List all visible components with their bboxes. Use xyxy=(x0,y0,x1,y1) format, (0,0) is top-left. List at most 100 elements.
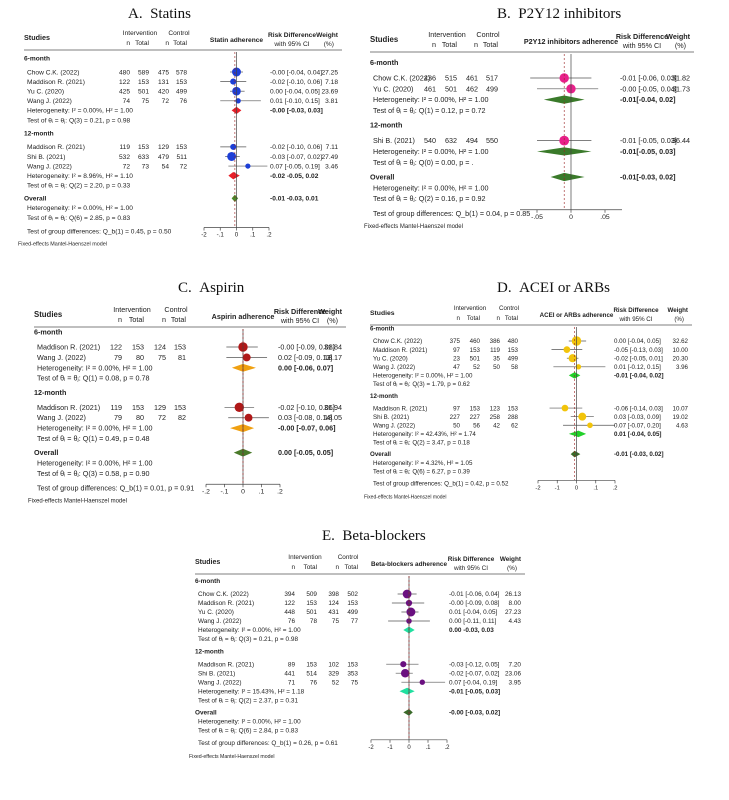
study-weight: 3.81 xyxy=(325,98,338,105)
header-studies: Studies xyxy=(370,310,395,317)
study-weight: 7.11 xyxy=(326,144,339,151)
study-n-intervention: 480 xyxy=(119,69,130,76)
panel-a-letter: A. xyxy=(128,6,143,22)
study-ci-text: -0.02 [-0.10, 0.06] xyxy=(270,79,322,86)
header-ci: with 95% CI xyxy=(622,41,661,50)
panel-c-name: Aspirin xyxy=(199,280,245,296)
group-difference-test: Test of group differences: Q_b(1) = 0.04… xyxy=(373,209,530,218)
subgroup-test: Test of θᵢ = θⱼ: Q(3) = 0.21, p = 0.98 xyxy=(198,636,298,643)
study-n-intervention: 122 xyxy=(119,79,130,86)
study-n-intervention: 532 xyxy=(119,154,130,161)
subgroup-test: Test of θᵢ = θⱼ: Q(3) = 1.79, p = 0.62 xyxy=(373,381,470,388)
subgroup-heterogeneity: Heterogeneity: I² = 0.00%, H² = 1.00 xyxy=(373,373,473,380)
header-control: Control xyxy=(164,305,188,314)
study-total-intervention: 153 xyxy=(306,600,317,607)
model-footnote: Fixed-effects Mantel-Haenszel model xyxy=(18,242,107,248)
study-total-control: 82 xyxy=(178,413,186,422)
panel-c-letter: C. xyxy=(178,280,192,296)
study-n-intervention: 97 xyxy=(453,347,460,354)
study-total-intervention: 56 xyxy=(473,422,480,429)
overall-heterogeneity: Heterogeneity: I² = 0.00%, H² = 1.00 xyxy=(373,183,488,192)
study-ci-text: -0.00 [-0.09, 0.08] xyxy=(449,600,500,607)
study-n-intervention: 436 xyxy=(424,74,436,83)
subgroup-label: 12-month xyxy=(34,388,66,397)
study-total-control: 502 xyxy=(347,591,358,598)
header-weight: Weight xyxy=(666,32,690,41)
panel-d-title: D. ACEI or ARBs xyxy=(497,280,610,297)
study-total-intervention: 515 xyxy=(445,74,457,83)
study-weight: 3.96 xyxy=(676,364,689,371)
study-weight: 32.62 xyxy=(673,338,689,345)
x-axis-tick-label: -.1 xyxy=(221,488,229,495)
panel-b-letter: B. xyxy=(497,6,511,22)
study-point xyxy=(400,661,407,668)
study-n-intervention: 119 xyxy=(119,144,130,151)
study-n-control: 129 xyxy=(154,403,166,412)
overall-pooled-ci: -0.01[-0.03, 0.02] xyxy=(620,173,676,182)
study-weight: 27.49 xyxy=(321,154,338,161)
study-weight: 3.46 xyxy=(325,163,338,170)
header-total-control: Total xyxy=(483,40,499,49)
study-n-intervention: 375 xyxy=(450,338,461,345)
x-axis-tick-label: .2 xyxy=(266,232,272,239)
study-name: Chow C.K. (2022) xyxy=(373,74,430,83)
study-n-intervention: 79 xyxy=(114,353,122,362)
header-intervention: Intervention xyxy=(113,305,151,314)
study-total-control: 76 xyxy=(180,98,188,105)
study-n-control: 123 xyxy=(490,405,501,412)
study-point xyxy=(568,354,577,363)
study-n-intervention: 79 xyxy=(114,413,122,422)
header-total-intervention: Total xyxy=(129,315,145,324)
study-n-control: 50 xyxy=(493,364,500,371)
study-name: Shi B. (2021) xyxy=(27,154,65,161)
study-weight: 7.18 xyxy=(325,79,338,86)
study-name: Wang J. (2022) xyxy=(37,353,86,362)
study-n-control: 54 xyxy=(162,163,170,170)
study-point xyxy=(419,679,425,685)
study-point xyxy=(563,346,571,353)
header-weight-unit: (%) xyxy=(674,316,684,323)
study-n-intervention: 119 xyxy=(111,403,122,412)
study-ci-text: 0.03 [-0.03, 0.09] xyxy=(614,414,661,421)
x-axis-tick-label: -.1 xyxy=(217,232,225,239)
x-axis-tick-label: .1 xyxy=(250,232,256,239)
study-ci-text: 0.02 [-0.09, 0.13] xyxy=(278,353,332,362)
study-name: Maddison R. (2021) xyxy=(198,661,254,668)
subgroup-label: 12-month xyxy=(370,121,402,130)
x-axis-tick-label: 0 xyxy=(575,485,578,491)
overall-diamond xyxy=(403,708,413,716)
x-axis-tick-label: 0 xyxy=(569,214,573,221)
header-n-intervention: n xyxy=(126,40,130,47)
group-difference-test: Test of group differences: Q_b(1) = 0.42… xyxy=(373,480,509,487)
study-total-intervention: 75 xyxy=(142,98,150,105)
subgroup-test: Test of θᵢ = θⱼ: Q(3) = 0.21, p = 0.98 xyxy=(27,117,131,124)
study-total-control: 480 xyxy=(508,338,519,345)
header-ci: with 95% CI xyxy=(618,316,652,323)
header-weight: Weight xyxy=(316,32,339,39)
study-total-control: 153 xyxy=(176,79,187,86)
subgroup-test: Test of θᵢ = θⱼ: Q(2) = 3.47, p = 0.18 xyxy=(373,440,470,447)
header-total-intervention: Total xyxy=(304,564,318,571)
subgroup-test: Test of θᵢ = θⱼ: Q(1) = 0.49, p = 0.48 xyxy=(37,434,149,443)
header-weight-unit: (%) xyxy=(675,41,686,50)
study-total-control: 153 xyxy=(174,343,186,352)
panel-b-title: B. P2Y12 inhibitors xyxy=(497,6,621,23)
subgroup-pooled-ci: -0.01[-0.05, 0.03] xyxy=(620,147,676,156)
study-n-control: 52 xyxy=(332,679,340,686)
study-weight: 27.23 xyxy=(505,609,521,616)
study-total-intervention: 153 xyxy=(138,144,149,151)
study-name: Wang J. (2022) xyxy=(37,413,86,422)
subgroup-heterogeneity: Heterogeneity: I² = 0.00%, H² = 1.00 xyxy=(198,627,301,634)
study-point xyxy=(402,589,412,599)
study-name: Maddison R. (2021) xyxy=(37,343,100,352)
study-name: Maddison R. (2021) xyxy=(373,405,427,412)
study-ci-text: -0.06 [-0.14, 0.03] xyxy=(614,405,663,412)
study-total-intervention: 514 xyxy=(306,670,317,677)
study-point xyxy=(578,412,587,421)
study-ci-text: -0.03 [-0.12, 0.05] xyxy=(449,661,500,668)
study-total-intervention: 501 xyxy=(445,84,457,93)
header-n-intervention: n xyxy=(432,40,436,49)
group-difference-test: Test of group differences: Q_b(1) = 0.45… xyxy=(27,228,172,235)
